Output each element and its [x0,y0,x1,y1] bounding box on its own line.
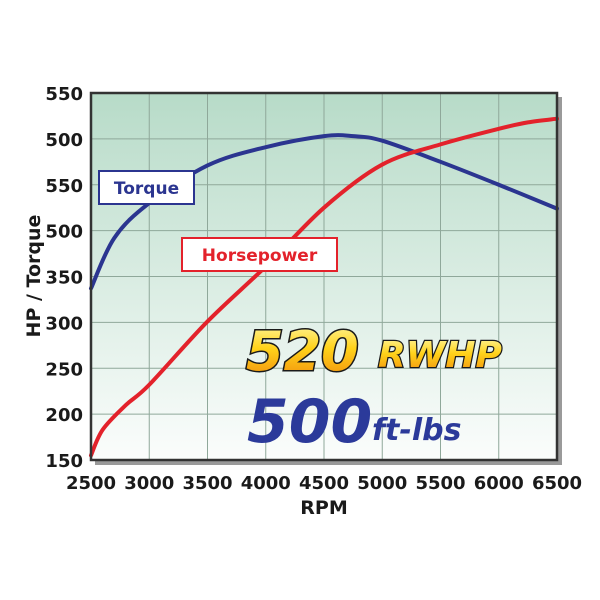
tq-unit: ft-lbs [372,413,461,448]
y-tick-label: 150 [45,451,83,472]
x-tick-label: 5500 [415,473,465,494]
hp-unit: RWHP [378,335,502,376]
x-tick-label: 6500 [532,473,582,494]
y-tick-label: 550 [45,84,83,105]
x-axis-ticks: 2500 3000 3500 4000 4500 5000 5500 6000 6500 [66,473,582,494]
x-tick-label: 6000 [474,473,524,494]
y-tick-label: 550 [45,176,83,197]
hp-headline: 520 RWHP [245,319,504,385]
y-tick-label: 500 [45,222,83,243]
x-tick-label: 4500 [299,473,349,494]
y-axis-title: HP / Torque [23,215,45,338]
y-tick-label: 350 [45,268,83,289]
torque-headline: 500 ft-lbs [247,387,461,457]
x-tick-label: 5000 [357,473,407,494]
y-axis-ticks: 150 200 250 300 350 500 550 500 550 [45,84,83,472]
horsepower-label-text: Horsepower [202,246,318,266]
hp-value: 520 [246,320,359,383]
y-tick-label: 500 [45,130,83,151]
x-tick-label: 3000 [124,473,174,494]
x-tick-label: 3500 [182,473,232,494]
x-tick-label: 4000 [241,473,291,494]
horsepower-label: Horsepower [181,237,338,272]
torque-label-text: Torque [114,179,179,199]
x-tick-label: 2500 [66,473,116,494]
y-tick-label: 250 [45,359,83,380]
plot-frame [89,91,559,462]
y-tick-label: 200 [45,405,83,426]
torque-curve [89,133,559,291]
torque-label: Torque [98,170,195,205]
tq-value: 500 [247,387,372,457]
x-axis-title: RPM [300,497,347,519]
y-tick-label: 300 [45,313,83,334]
